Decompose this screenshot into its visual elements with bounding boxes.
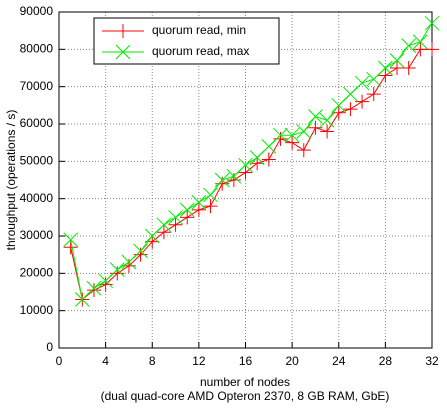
data-point <box>424 15 440 31</box>
data-point <box>401 61 416 75</box>
x-axis-label: number of nodes <box>200 375 290 389</box>
data-point <box>133 243 148 259</box>
x-tick-label: 28 <box>379 354 393 368</box>
data-point <box>401 38 417 53</box>
data-point <box>366 87 381 102</box>
data-point <box>250 156 265 171</box>
data-point <box>284 127 300 143</box>
x-tick-label: 16 <box>239 354 253 368</box>
data-point <box>226 173 241 187</box>
data-point <box>354 75 370 91</box>
legend-box <box>93 17 280 65</box>
y-tick-label: 10000 <box>20 303 54 317</box>
x-tick-label: 0 <box>56 354 63 368</box>
data-point <box>261 152 276 167</box>
data-point <box>203 187 218 203</box>
data-point <box>296 143 311 158</box>
data-point <box>133 247 148 262</box>
x-tick-label: 32 <box>425 354 439 368</box>
data-point <box>63 240 78 255</box>
data-point <box>110 266 125 281</box>
data-point <box>191 202 206 217</box>
data-point <box>86 280 102 296</box>
y-tick-label: 20000 <box>20 266 54 280</box>
x-tick-label: 4 <box>102 354 109 368</box>
legend-marker <box>115 44 131 60</box>
data-point <box>121 258 136 273</box>
data-point <box>378 68 393 83</box>
data-point <box>86 283 101 298</box>
data-point <box>238 165 253 180</box>
data-point <box>109 262 125 277</box>
data-point <box>214 172 230 188</box>
data-point <box>63 232 79 248</box>
x-tick-label: 12 <box>192 354 206 368</box>
data-point <box>296 124 312 139</box>
data-point <box>331 105 346 120</box>
data-point <box>343 102 358 117</box>
y-tick-label: 80000 <box>20 42 54 56</box>
data-point <box>168 209 183 225</box>
data-point <box>389 53 405 68</box>
y-tick-label: 40000 <box>20 191 54 205</box>
data-point <box>203 199 218 214</box>
data-point <box>180 210 195 225</box>
plot-frame <box>58 11 433 349</box>
legend-marker <box>116 24 130 38</box>
data-point <box>378 60 393 76</box>
data-point <box>168 217 183 232</box>
data-point <box>156 225 171 240</box>
data-point <box>412 34 428 50</box>
data-point <box>308 120 323 135</box>
x-tick-label: 8 <box>149 354 156 368</box>
x-tick-label: 20 <box>285 354 299 368</box>
data-point <box>319 112 335 128</box>
data-point <box>425 42 439 57</box>
x-axis-note: (dual quad-core AMD Opteron 2370, 8 GB R… <box>101 389 390 403</box>
data-point <box>308 109 323 124</box>
data-point <box>191 195 207 210</box>
data-point <box>320 124 335 139</box>
data-point <box>179 202 195 218</box>
y-axis-label: throughput (operations / s) <box>4 110 18 251</box>
y-tick-label: 30000 <box>20 228 54 242</box>
data-point <box>156 217 172 233</box>
data-point <box>285 135 300 150</box>
data-point <box>98 277 113 292</box>
y-tick-label: 0 <box>46 340 53 354</box>
x-tick-label: 24 <box>332 354 346 368</box>
y-tick-label: 60000 <box>20 116 54 130</box>
legend-label: quorum read, max <box>152 44 249 58</box>
y-tick-label: 50000 <box>20 154 54 168</box>
data-point <box>355 94 370 109</box>
data-point <box>215 176 230 191</box>
y-tick-label: 90000 <box>20 4 54 18</box>
data-point <box>273 127 288 143</box>
legend-label: quorum read, min <box>152 23 246 37</box>
y-tick-label: 70000 <box>20 79 54 93</box>
data-point <box>273 131 288 146</box>
data-point <box>238 157 253 173</box>
